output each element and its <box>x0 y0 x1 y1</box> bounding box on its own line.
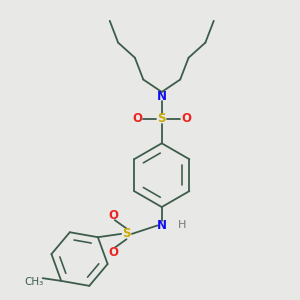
Text: N: N <box>157 219 167 232</box>
Text: H: H <box>178 220 186 230</box>
Text: S: S <box>122 227 131 240</box>
Text: N: N <box>157 90 167 103</box>
Text: CH₃: CH₃ <box>25 277 44 286</box>
Text: O: O <box>181 112 191 125</box>
Text: O: O <box>108 209 118 222</box>
Text: O: O <box>108 246 118 259</box>
Text: O: O <box>132 112 142 125</box>
Text: S: S <box>158 112 166 125</box>
